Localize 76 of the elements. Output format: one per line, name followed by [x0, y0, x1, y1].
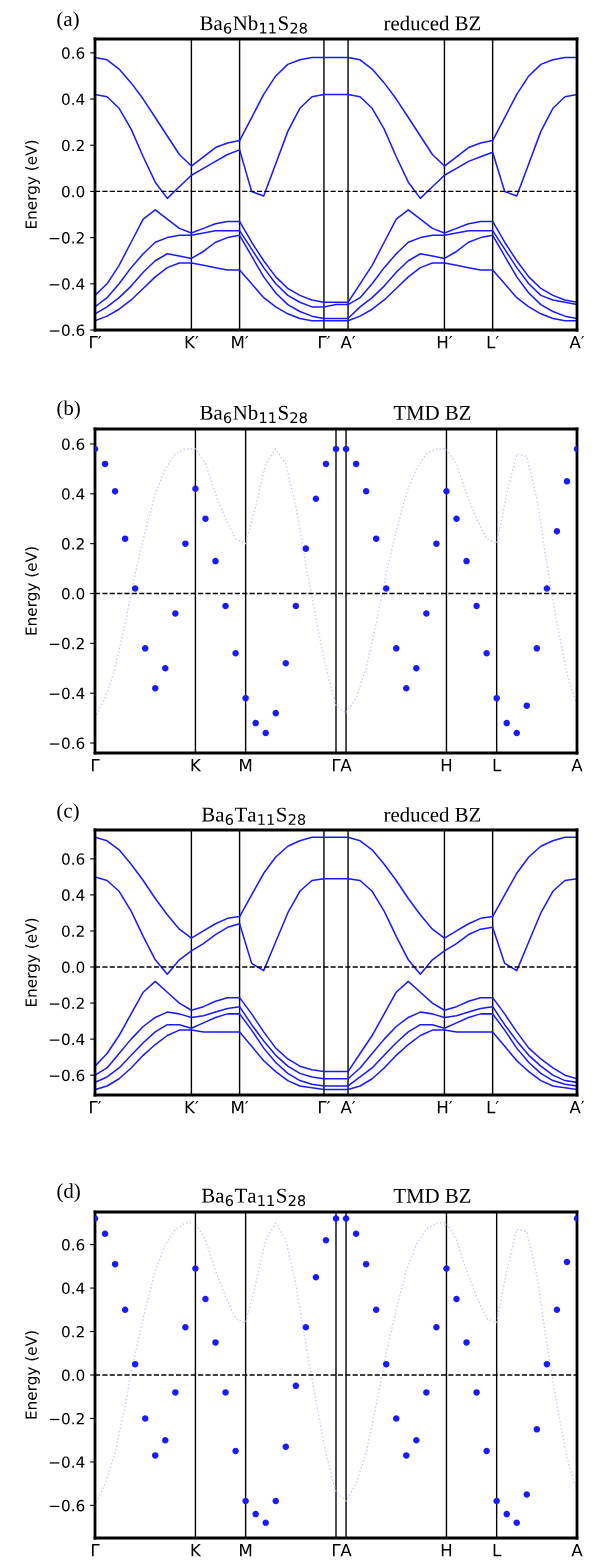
y-tick-label: 0.4 — [61, 889, 85, 901]
text: (b) — [57, 400, 80, 420]
chart-title: Ba$_{6}$Nb$_{11}$S$_{28}$ — [200, 15, 307, 34]
y-tick-label: −0.4 — [49, 1456, 85, 1468]
x-tick-label: A′ — [569, 336, 585, 349]
chart-subtitle: TMD BZ — [393, 406, 471, 420]
x-tick-label: A — [571, 1544, 583, 1557]
x-tick-label: Γ′ — [90, 336, 102, 349]
y-tick-label: −0.4 — [49, 1033, 85, 1046]
y-tick-label: 0.6 — [61, 1239, 85, 1251]
y-axis-title: Energy (eV) — [25, 1331, 40, 1419]
y-tick-label: −0.6 — [49, 737, 85, 750]
y-axis-title: Energy (eV) — [25, 547, 40, 635]
x-tick-label: A′ — [340, 336, 356, 349]
y-tick-label: 0.0 — [61, 587, 85, 600]
y-tick-label: 0.2 — [61, 1326, 84, 1338]
chart-title: Ba$_{6}$Ta$_{11}$S$_{28}$ — [201, 807, 306, 826]
x-tick-label: Γ′ — [319, 336, 331, 349]
x-tick-label: A — [340, 759, 352, 772]
x-tick-label: L′ — [487, 336, 499, 349]
y-tick-label: 0.2 — [61, 925, 84, 937]
x-tick-label: Γ′ — [90, 1101, 102, 1114]
y-axis-title: Energy (eV) — [25, 918, 40, 1007]
x-tick-label: L′ — [487, 1101, 499, 1114]
y-tick-label: 0.6 — [61, 438, 85, 450]
chart-subtitle: reduced BZ — [383, 807, 481, 822]
x-tick-label: M′ — [232, 336, 249, 349]
x-tick-label: A — [571, 759, 583, 772]
y-tick-label: 0.2 — [61, 538, 84, 550]
y-tick-label: −0.2 — [49, 997, 84, 1010]
text: (a) — [57, 11, 79, 31]
chart-title: Ba$_{6}$Ta$_{11}$S$_{28}$ — [201, 1188, 306, 1207]
x-tick-label: L — [493, 759, 502, 772]
x-tick-label: Γ — [91, 1544, 100, 1557]
x-tick-label: K′ — [185, 336, 199, 349]
x-tick-label: Γ — [332, 759, 341, 772]
y-tick-label: 0.0 — [61, 1369, 85, 1382]
y-tick-label: 0.0 — [61, 185, 85, 198]
chart-title: Ba$_{6}$Nb$_{11}$S$_{28}$ — [200, 405, 307, 424]
y-axis-title: Energy (eV) — [25, 140, 40, 229]
y-tick-label: 0.6 — [61, 47, 85, 59]
y-tick-label: 0.0 — [61, 961, 85, 974]
x-tick-label: H — [441, 1544, 452, 1557]
text: (c) — [57, 803, 79, 823]
x-tick-label: K — [191, 759, 202, 772]
x-tick-label: M — [240, 1544, 252, 1557]
x-tick-label: Γ — [332, 1544, 341, 1557]
x-tick-label: K — [191, 1544, 202, 1557]
y-tick-label: 0.4 — [61, 1282, 85, 1295]
x-tick-label: A′ — [340, 1101, 356, 1114]
y-tick-label: −0.2 — [49, 1412, 84, 1425]
y-tick-label: 0.4 — [61, 93, 85, 106]
x-tick-label: H — [441, 759, 452, 772]
x-tick-label: L — [493, 1544, 502, 1557]
y-tick-label: 0.6 — [61, 853, 85, 865]
x-tick-label: H′ — [437, 336, 453, 349]
y-tick-label: 0.4 — [61, 488, 85, 500]
x-tick-label: Γ — [91, 759, 100, 772]
y-tick-label: −0.4 — [49, 278, 85, 290]
text: (d) — [57, 1183, 80, 1203]
x-tick-label: M — [240, 759, 252, 772]
y-tick-label: 0.2 — [61, 139, 84, 152]
x-tick-label: Γ′ — [319, 1101, 331, 1114]
x-tick-label: H′ — [437, 1101, 453, 1114]
y-tick-label: −0.6 — [49, 324, 85, 337]
x-tick-label: A′ — [569, 1101, 585, 1114]
y-tick-label: −0.6 — [49, 1499, 85, 1512]
x-tick-label: A — [340, 1544, 352, 1557]
x-tick-label: M′ — [232, 1101, 249, 1114]
y-tick-label: −0.4 — [49, 687, 85, 700]
y-tick-label: −0.2 — [49, 637, 84, 650]
x-tick-label: K′ — [185, 1101, 199, 1114]
chart-subtitle: reduced BZ — [383, 15, 481, 31]
chart-subtitle: TMD BZ — [393, 1189, 471, 1203]
y-tick-label: −0.6 — [49, 1069, 85, 1082]
y-tick-label: −0.2 — [49, 232, 84, 244]
